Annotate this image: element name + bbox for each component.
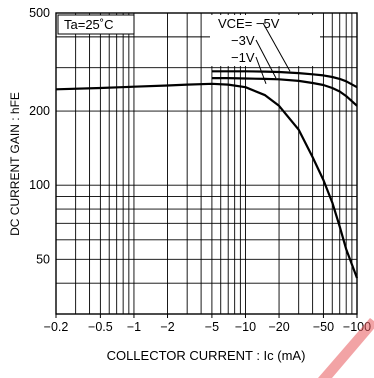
x-tick-label: −0.5 — [88, 320, 113, 334]
x-tick-label: −5 — [205, 320, 219, 334]
y-tick-label: 500 — [29, 6, 50, 20]
series-line-1 — [211, 77, 358, 107]
vce-leader-line — [255, 39, 277, 79]
x-tick-label: −10 — [235, 320, 256, 334]
vce-leader-line — [262, 22, 291, 72]
x-tick-label: −1 — [127, 320, 141, 334]
ta-label-box — [57, 14, 135, 35]
x-tick-label: −20 — [268, 320, 289, 334]
vce-leader-line — [255, 56, 267, 84]
axis-ticks — [55, 314, 358, 318]
x-tick-label: −50 — [313, 320, 334, 334]
x-tick-label: −0.2 — [44, 320, 69, 334]
plot-frame — [55, 12, 358, 315]
watermark-logo — [318, 318, 374, 378]
x-axis-label: COLLECTOR CURRENT : Ic (mA) — [107, 348, 306, 363]
y-tick-label: 100 — [29, 178, 50, 192]
y-tick-label: 50 — [36, 252, 50, 266]
y-axis-label: DC CURRENT GAIN : hFE — [8, 92, 22, 236]
annotation-vce-1: −1V — [231, 50, 255, 65]
series-line-2 — [211, 70, 358, 89]
series-line-0 — [55, 82, 359, 279]
y-tick-label: 200 — [29, 104, 50, 118]
series-group — [55, 70, 359, 279]
annotation-ta: Ta=25˚C — [64, 17, 114, 32]
annotation-leaders — [255, 22, 291, 84]
annotation-vce-5: VCE= −5V — [218, 16, 280, 31]
annotation-vce-3: −3V — [231, 33, 255, 48]
x-tick-label: −2 — [160, 320, 174, 334]
